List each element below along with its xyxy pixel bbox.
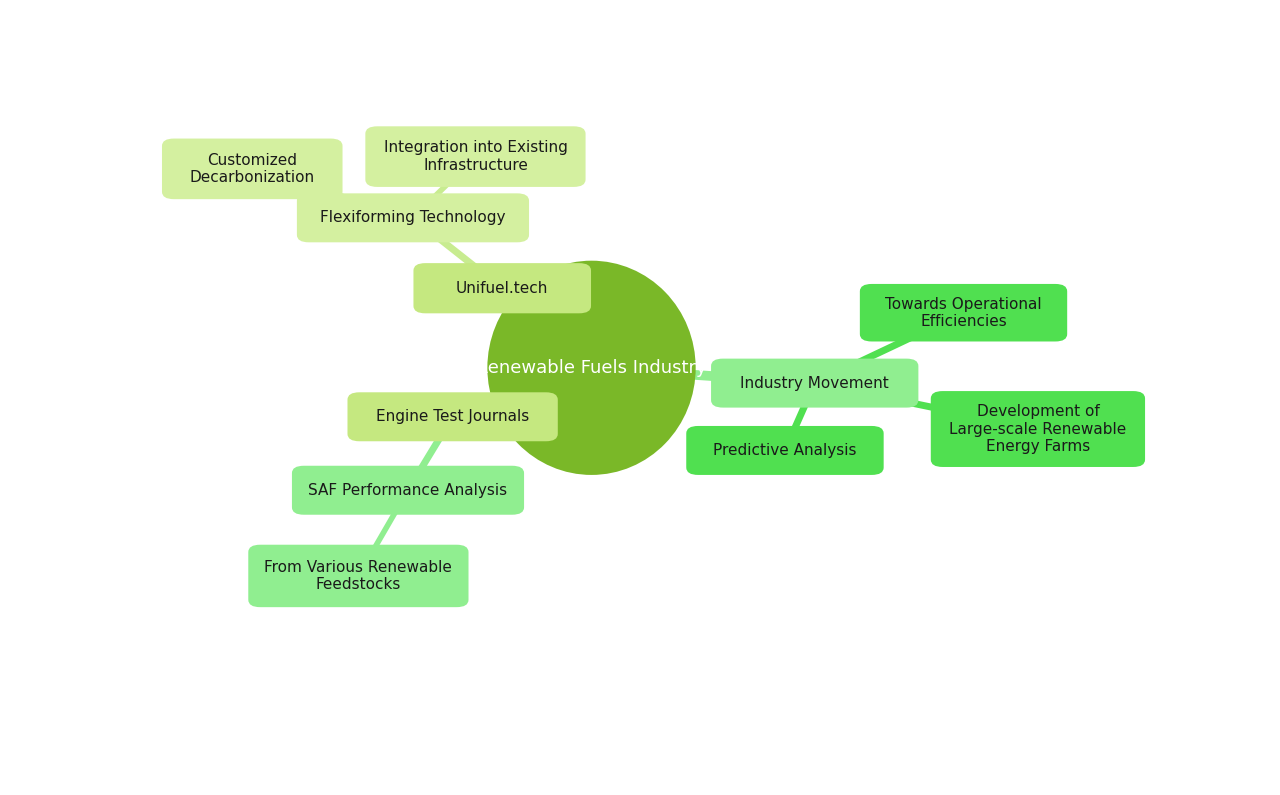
FancyBboxPatch shape bbox=[686, 426, 883, 475]
FancyBboxPatch shape bbox=[347, 392, 558, 441]
Text: Customized
Decarbonization: Customized Decarbonization bbox=[189, 153, 315, 185]
Text: Unifuel.tech: Unifuel.tech bbox=[456, 281, 548, 296]
Text: SAF Performance Analysis: SAF Performance Analysis bbox=[308, 483, 508, 498]
Text: Development of
Large-scale Renewable
Energy Farms: Development of Large-scale Renewable Ene… bbox=[950, 404, 1126, 454]
Ellipse shape bbox=[488, 261, 696, 475]
FancyBboxPatch shape bbox=[365, 126, 585, 187]
FancyBboxPatch shape bbox=[163, 138, 343, 200]
FancyBboxPatch shape bbox=[248, 545, 468, 607]
Text: Integration into Existing
Infrastructure: Integration into Existing Infrastructure bbox=[384, 141, 567, 173]
FancyBboxPatch shape bbox=[413, 263, 591, 313]
Text: From Various Renewable
Feedstocks: From Various Renewable Feedstocks bbox=[265, 560, 452, 592]
Text: Flexiforming Technology: Flexiforming Technology bbox=[320, 211, 506, 225]
Text: Renewable Fuels Industry: Renewable Fuels Industry bbox=[476, 359, 707, 377]
FancyBboxPatch shape bbox=[860, 284, 1068, 342]
FancyBboxPatch shape bbox=[297, 193, 529, 242]
Text: Towards Operational
Efficiencies: Towards Operational Efficiencies bbox=[886, 297, 1042, 329]
FancyBboxPatch shape bbox=[292, 466, 524, 514]
FancyBboxPatch shape bbox=[712, 359, 918, 408]
Text: Engine Test Journals: Engine Test Journals bbox=[376, 409, 529, 425]
FancyBboxPatch shape bbox=[931, 391, 1146, 467]
Text: Predictive Analysis: Predictive Analysis bbox=[713, 443, 856, 458]
Text: Industry Movement: Industry Movement bbox=[740, 375, 890, 390]
